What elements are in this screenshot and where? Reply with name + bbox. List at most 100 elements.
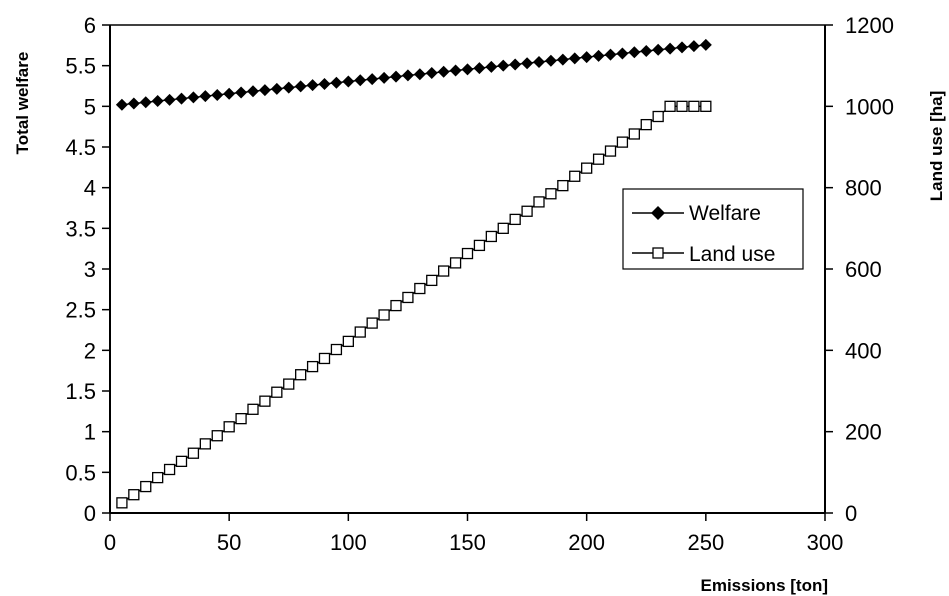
data-point-welfare — [402, 69, 414, 81]
data-point-welfare — [366, 73, 378, 85]
y-left-tick-label: 5 — [84, 94, 96, 119]
series-layer — [116, 39, 712, 508]
data-point-land-use — [165, 464, 175, 474]
data-point-land-use — [141, 482, 151, 492]
data-point-welfare — [211, 89, 223, 101]
data-point-welfare — [462, 63, 474, 75]
data-point-welfare — [545, 55, 557, 67]
data-point-land-use — [582, 163, 592, 173]
data-point-land-use — [439, 266, 449, 276]
data-point-land-use — [272, 387, 282, 397]
data-point-welfare — [450, 65, 462, 77]
y-left-tick-label: 0.5 — [65, 460, 96, 485]
data-point-land-use — [558, 181, 568, 191]
legend-label-land-use: Land use — [689, 243, 775, 266]
data-point-land-use — [653, 112, 663, 122]
data-point-land-use — [379, 310, 389, 320]
data-point-land-use — [463, 249, 473, 259]
data-point-welfare — [426, 67, 438, 79]
data-point-land-use — [331, 345, 341, 355]
data-point-welfare — [199, 90, 211, 102]
data-point-land-use — [153, 473, 163, 483]
data-point-welfare — [128, 97, 140, 109]
data-point-land-use — [629, 129, 639, 139]
data-point-land-use — [200, 439, 210, 449]
x-tick-label: 300 — [807, 530, 844, 555]
data-point-land-use — [260, 396, 270, 406]
y-left-tick-label: 1.5 — [65, 379, 96, 404]
data-point-land-use — [617, 137, 627, 147]
legend-marker-land-use — [653, 248, 663, 258]
data-point-land-use — [510, 214, 520, 224]
data-point-land-use — [427, 275, 437, 285]
data-point-welfare — [342, 76, 354, 88]
data-point-welfare — [700, 39, 712, 51]
data-point-land-use — [570, 171, 580, 181]
data-point-welfare — [616, 47, 628, 59]
data-point-land-use — [212, 431, 222, 441]
data-point-land-use — [117, 498, 127, 508]
y-left-tick-label: 2.5 — [65, 298, 96, 323]
data-point-land-use — [320, 353, 330, 363]
data-point-land-use — [665, 101, 675, 111]
data-point-land-use — [451, 258, 461, 268]
x-tick-label: 50 — [217, 530, 241, 555]
data-point-welfare — [140, 96, 152, 108]
data-point-welfare — [223, 88, 235, 100]
data-point-welfare — [319, 78, 331, 90]
data-point-land-use — [522, 206, 532, 216]
data-point-land-use — [689, 101, 699, 111]
y-left-tick-label: 1 — [84, 420, 96, 445]
y-left-tick-label: 3 — [84, 257, 96, 282]
data-point-land-use — [296, 370, 306, 380]
y-right-tick-label: 1200 — [845, 13, 894, 38]
data-point-welfare — [283, 82, 295, 94]
data-point-welfare — [605, 49, 617, 61]
data-point-welfare — [593, 50, 605, 62]
y-right-tick-label: 1000 — [845, 94, 894, 119]
y-right-tick-label: 400 — [845, 338, 882, 363]
y-left-tick-label: 6 — [84, 13, 96, 38]
data-point-land-use — [677, 101, 687, 111]
x-tick-label: 200 — [568, 530, 605, 555]
data-point-welfare — [640, 45, 652, 57]
data-point-land-use — [701, 101, 711, 111]
y-right-tick-label: 0 — [845, 501, 857, 526]
data-point-land-use — [594, 154, 604, 164]
y-right-axis-title: Land use [ha] — [927, 91, 946, 202]
data-point-land-use — [474, 240, 484, 250]
data-point-land-use — [177, 456, 187, 466]
data-point-welfare — [557, 54, 569, 66]
data-point-welfare — [390, 71, 402, 83]
data-point-welfare — [247, 85, 259, 97]
data-point-welfare — [295, 80, 307, 92]
data-point-welfare — [628, 46, 640, 58]
data-point-welfare — [676, 41, 688, 53]
x-axis-title: Emissions [ton] — [700, 576, 828, 595]
data-point-land-use — [248, 404, 258, 414]
data-point-welfare — [473, 62, 485, 74]
data-point-welfare — [330, 77, 342, 89]
x-tick-label: 0 — [104, 530, 116, 555]
data-point-welfare — [176, 93, 188, 105]
y-left-tick-label: 3.5 — [65, 216, 96, 241]
x-tick-label: 250 — [687, 530, 724, 555]
tick-labels: 0 0.5 1 1.5 2 2.5 3 3.5 4 4.5 5 5.5 6 0 200 400 600 800 10… — [65, 13, 894, 555]
data-point-welfare — [187, 91, 199, 103]
data-point-land-use — [284, 379, 294, 389]
data-point-land-use — [236, 414, 246, 424]
data-point-welfare — [509, 58, 521, 70]
data-point-welfare — [164, 94, 176, 106]
data-point-welfare — [116, 99, 128, 111]
y-right-tick-label: 600 — [845, 257, 882, 282]
data-point-land-use — [546, 189, 556, 199]
x-tick-label: 100 — [330, 530, 367, 555]
ticks — [102, 25, 833, 521]
data-point-land-use — [498, 223, 508, 233]
legend-label-welfare: Welfare — [689, 202, 761, 225]
data-point-welfare — [664, 43, 676, 55]
data-point-welfare — [438, 66, 450, 78]
data-point-welfare — [581, 51, 593, 63]
data-point-land-use — [391, 301, 401, 311]
data-point-welfare — [271, 83, 283, 95]
